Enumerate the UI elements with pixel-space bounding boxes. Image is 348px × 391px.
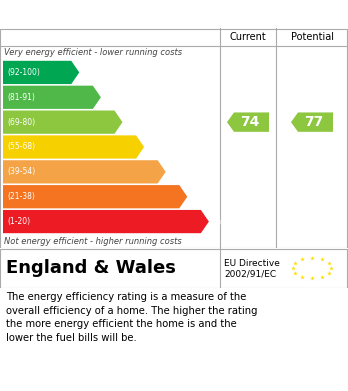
Text: Very energy efficient - lower running costs: Very energy efficient - lower running co… — [4, 48, 182, 57]
Text: England & Wales: England & Wales — [6, 259, 176, 277]
Text: EU Directive
2002/91/EC: EU Directive 2002/91/EC — [224, 259, 280, 279]
Text: (21-38): (21-38) — [7, 192, 35, 201]
Text: E: E — [167, 165, 175, 178]
Text: 74: 74 — [240, 115, 260, 129]
Text: A: A — [80, 66, 90, 79]
Text: (69-80): (69-80) — [7, 118, 35, 127]
Polygon shape — [3, 86, 101, 109]
Text: (92-100): (92-100) — [7, 68, 40, 77]
Polygon shape — [227, 113, 269, 132]
Text: The energy efficiency rating is a measure of the
overall efficiency of a home. T: The energy efficiency rating is a measur… — [6, 292, 258, 343]
Polygon shape — [291, 113, 333, 132]
Text: Potential: Potential — [291, 32, 333, 42]
Text: (39-54): (39-54) — [7, 167, 35, 176]
Text: Not energy efficient - higher running costs: Not energy efficient - higher running co… — [4, 237, 182, 246]
Text: (81-91): (81-91) — [7, 93, 35, 102]
Text: D: D — [145, 140, 155, 154]
Polygon shape — [3, 160, 166, 183]
Polygon shape — [3, 210, 209, 233]
Text: Energy Efficiency Rating: Energy Efficiency Rating — [6, 7, 208, 22]
Text: (55-68): (55-68) — [7, 142, 35, 151]
Polygon shape — [3, 135, 144, 159]
Text: G: G — [210, 215, 220, 228]
Text: 77: 77 — [304, 115, 323, 129]
Polygon shape — [3, 61, 79, 84]
Text: C: C — [124, 116, 133, 129]
Text: (1-20): (1-20) — [7, 217, 30, 226]
Polygon shape — [3, 185, 187, 208]
Polygon shape — [3, 111, 122, 134]
Text: F: F — [188, 190, 197, 203]
Text: B: B — [102, 91, 111, 104]
Text: Current: Current — [230, 32, 266, 42]
